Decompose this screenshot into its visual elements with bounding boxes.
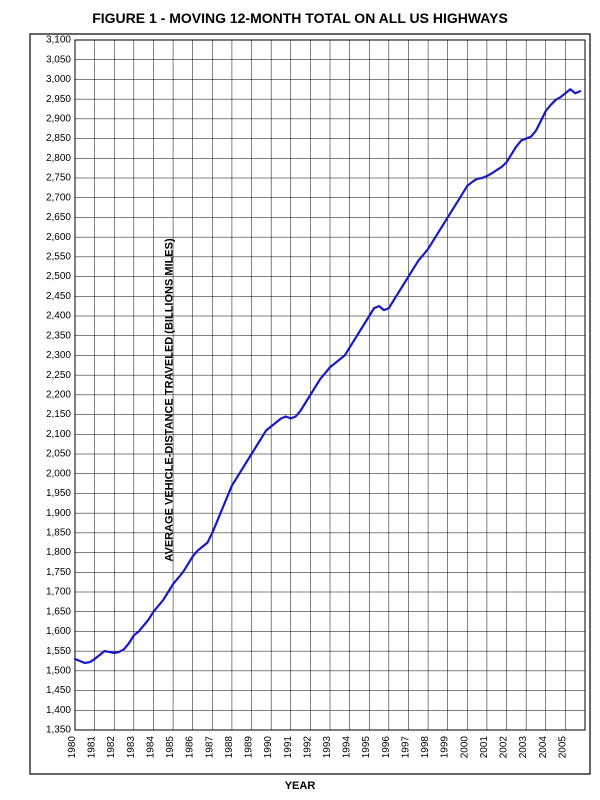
svg-text:2,300: 2,300: [46, 350, 71, 361]
xticks-group: 1980 1981 1982 1983 1984 1985 1986 1987 1988 1989…: [67, 736, 568, 759]
svg-text:2,450: 2,450: [46, 291, 71, 302]
svg-text:2,400: 2,400: [46, 311, 71, 322]
svg-text:1983: 1983: [126, 736, 137, 759]
svg-text:1,650: 1,650: [46, 606, 71, 617]
svg-text:1981: 1981: [87, 736, 98, 759]
svg-text:2,150: 2,150: [46, 409, 71, 420]
svg-text:2001: 2001: [479, 736, 490, 759]
svg-text:1999: 1999: [440, 736, 451, 759]
svg-text:2003: 2003: [518, 736, 529, 759]
grid-group: [75, 40, 585, 730]
svg-text:1990: 1990: [263, 736, 274, 759]
svg-text:3,100: 3,100: [46, 35, 71, 46]
svg-text:2,950: 2,950: [46, 94, 71, 105]
svg-text:2,800: 2,800: [46, 153, 71, 164]
svg-text:2,600: 2,600: [46, 232, 71, 243]
svg-text:1985: 1985: [165, 736, 176, 759]
svg-text:1980: 1980: [67, 736, 78, 759]
svg-text:2,500: 2,500: [46, 271, 71, 282]
svg-text:3,000: 3,000: [46, 74, 71, 85]
svg-text:1,500: 1,500: [46, 665, 71, 676]
svg-text:2,650: 2,650: [46, 212, 71, 223]
svg-text:1,800: 1,800: [46, 547, 71, 558]
svg-text:2002: 2002: [499, 736, 510, 759]
data-series: [75, 89, 580, 663]
svg-text:1,850: 1,850: [46, 527, 71, 538]
svg-text:1998: 1998: [420, 736, 431, 759]
svg-text:1,700: 1,700: [46, 587, 71, 598]
svg-text:1995: 1995: [361, 736, 372, 759]
svg-text:1997: 1997: [400, 736, 411, 759]
svg-text:2,350: 2,350: [46, 330, 71, 341]
svg-text:2,550: 2,550: [46, 251, 71, 262]
svg-text:2,900: 2,900: [46, 113, 71, 124]
svg-text:2,100: 2,100: [46, 429, 71, 440]
svg-text:2,700: 2,700: [46, 192, 71, 203]
chart-svg: 1,350 1,400 1,450 1,500 1,550 1,600 1,650 1,700…: [0, 0, 600, 800]
yticks-group: 1,350 1,400 1,450 1,500 1,550 1,600 1,650 1,700…: [46, 35, 71, 736]
svg-text:1988: 1988: [224, 736, 235, 759]
svg-text:1982: 1982: [106, 736, 117, 759]
svg-text:2,000: 2,000: [46, 468, 71, 479]
svg-text:1,950: 1,950: [46, 488, 71, 499]
svg-text:1992: 1992: [302, 736, 313, 759]
svg-text:1996: 1996: [381, 736, 392, 759]
svg-text:2000: 2000: [459, 736, 470, 759]
svg-text:1,450: 1,450: [46, 685, 71, 696]
svg-text:1987: 1987: [204, 736, 215, 759]
svg-text:1,750: 1,750: [46, 567, 71, 578]
svg-text:1,350: 1,350: [46, 725, 71, 736]
svg-text:1,900: 1,900: [46, 508, 71, 519]
svg-text:1,600: 1,600: [46, 626, 71, 637]
svg-text:3,050: 3,050: [46, 54, 71, 65]
svg-text:1991: 1991: [283, 736, 294, 759]
svg-text:2,200: 2,200: [46, 389, 71, 400]
svg-text:2,750: 2,750: [46, 173, 71, 184]
svg-text:2005: 2005: [557, 736, 568, 759]
svg-text:1986: 1986: [185, 736, 196, 759]
svg-text:2,050: 2,050: [46, 449, 71, 460]
svg-text:1,550: 1,550: [46, 646, 71, 657]
svg-text:1,400: 1,400: [46, 705, 71, 716]
svg-text:2,250: 2,250: [46, 370, 71, 381]
svg-text:1993: 1993: [322, 736, 333, 759]
svg-text:1984: 1984: [145, 736, 156, 759]
svg-text:1994: 1994: [342, 736, 353, 759]
svg-text:2,850: 2,850: [46, 133, 71, 144]
figure-container: { "chart": { "type": "line", "title": "F…: [0, 0, 600, 800]
svg-text:2004: 2004: [538, 736, 549, 759]
svg-text:1989: 1989: [244, 736, 255, 759]
